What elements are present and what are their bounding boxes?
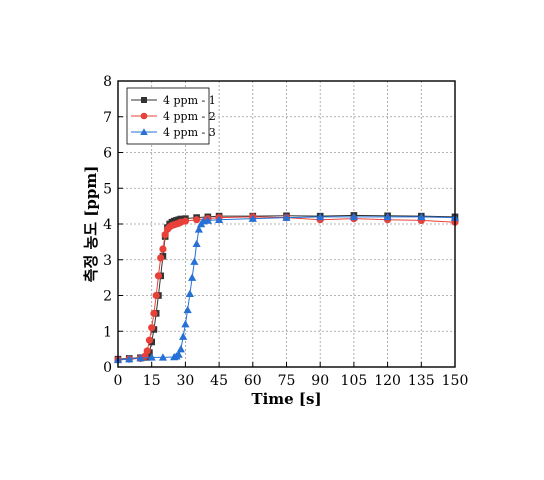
data-point-circle — [150, 309, 158, 317]
data-point-triangle — [248, 214, 257, 222]
legend-label: 4 ppm - 3 — [163, 126, 216, 139]
data-point-triangle — [125, 355, 134, 363]
data-point-triangle — [174, 350, 183, 358]
x-tick-label: 150 — [442, 373, 469, 389]
y-tick-label: 5 — [103, 181, 112, 197]
data-point-circle — [140, 112, 148, 120]
legend-label: 4 ppm - 2 — [163, 110, 216, 123]
legend-label: 4 ppm - 1 — [163, 94, 216, 107]
legend: 4 ppm - 1 4 ppm - 2 4 ppm - 3 — [126, 87, 216, 145]
data-point-triangle — [185, 289, 194, 297]
data-point-triangle — [136, 353, 145, 362]
x-tick-label: 75 — [278, 373, 296, 389]
y-tick-label: 2 — [103, 289, 112, 305]
data-point-triangle — [282, 213, 291, 221]
series-3 — [113, 212, 460, 364]
y-tick-label: 8 — [103, 74, 112, 90]
y-axis-title: 측정 농도 [ppm] — [82, 166, 100, 283]
data-point-triangle — [179, 332, 188, 340]
data-point-triangle — [140, 128, 148, 136]
data-point-circle — [145, 336, 154, 344]
data-point-triangle — [383, 212, 392, 221]
data-point-triangle — [158, 353, 168, 361]
data-point-triangle — [147, 353, 156, 361]
data-point-square — [141, 97, 147, 103]
y-tick-label: 0 — [103, 360, 112, 376]
x-tick-label: 105 — [341, 373, 368, 389]
data-point-triangle — [181, 320, 190, 328]
x-tick-label: 90 — [311, 373, 329, 389]
x-tick-label: 60 — [244, 373, 262, 389]
x-tick-label: 45 — [210, 373, 228, 389]
data-point-triangle — [203, 216, 212, 224]
data-point-circle — [181, 217, 189, 225]
data-point-circle — [152, 291, 160, 300]
data-point-triangle — [316, 212, 325, 221]
data-point-circle — [154, 272, 163, 280]
y-tick-label: 4 — [103, 217, 112, 233]
data-point-triangle — [192, 239, 201, 247]
data-point-circle — [157, 254, 165, 262]
data-point-triangle — [176, 345, 186, 353]
data-point-triangle — [190, 257, 199, 265]
data-point-triangle — [417, 212, 426, 221]
series-line — [117, 216, 456, 361]
data-point-circle — [193, 216, 201, 224]
x-axis-title: Time [s] — [251, 390, 321, 408]
data-point-triangle — [215, 215, 224, 223]
x-tick-label: 120 — [374, 373, 401, 389]
data-point-triangle — [194, 225, 203, 233]
data-point-triangle — [183, 305, 192, 314]
x-tick-label: 135 — [408, 373, 435, 389]
data-point-triangle — [188, 273, 197, 281]
x-tick-label: 30 — [176, 373, 194, 389]
data-point-triangle — [349, 212, 358, 221]
data-point-circle — [148, 324, 156, 332]
y-tick-label: 7 — [103, 110, 112, 126]
data-point-circle — [159, 245, 167, 253]
x-tick-label: 0 — [114, 373, 123, 389]
data-point-circle — [143, 347, 151, 355]
x-tick-label: 15 — [143, 373, 161, 389]
y-tick-label: 6 — [103, 146, 112, 162]
y-tick-label: 3 — [103, 253, 112, 269]
y-tick-label: 1 — [103, 324, 112, 340]
